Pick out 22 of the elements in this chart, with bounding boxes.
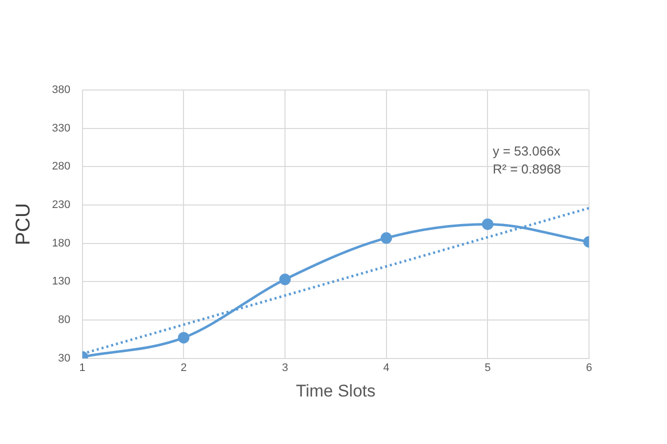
y-tick-label: 230 xyxy=(52,199,70,212)
y-axis-title: PCU xyxy=(12,203,35,246)
y-tick-label: 180 xyxy=(52,237,70,250)
point xyxy=(178,332,190,344)
x-tick-label: 6 xyxy=(586,362,592,374)
x-tick-label: 2 xyxy=(180,362,187,374)
point xyxy=(279,274,291,286)
x-tick-label: 1 xyxy=(79,362,86,374)
point xyxy=(380,232,392,244)
y-tick-label: 380 xyxy=(52,84,70,96)
x-tick-label: 3 xyxy=(282,362,288,374)
y-tick-label: 280 xyxy=(52,160,70,173)
y-tick-label: 330 xyxy=(52,122,70,134)
y-tick-label: 130 xyxy=(52,276,70,288)
x-axis-title: Time Slots xyxy=(296,381,376,400)
x-tick-label: 5 xyxy=(484,362,491,374)
point xyxy=(482,218,494,230)
y-tick-label: 30 xyxy=(58,352,70,364)
x-tick-label: 4 xyxy=(383,362,390,374)
annotation: R² = 0.8968 xyxy=(492,162,562,177)
annotation: y = 53.066x xyxy=(492,144,561,159)
y-tick-label: 80 xyxy=(58,314,70,326)
